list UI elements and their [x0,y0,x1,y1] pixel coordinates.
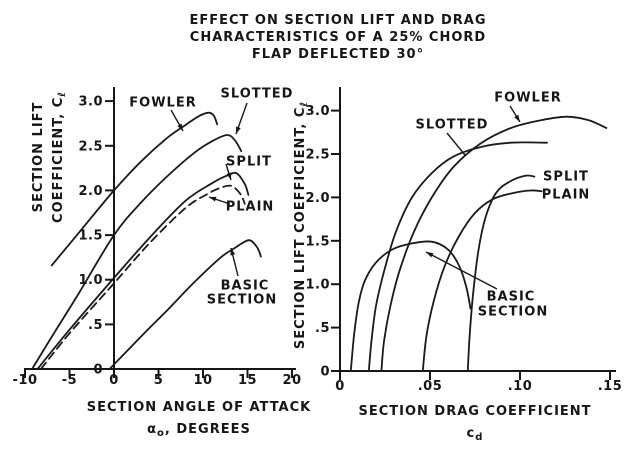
x-axis-title: αo, DEGREES [147,422,251,439]
y-tick-label: 1.0 [78,273,103,288]
x-tick-label: 5 [154,373,164,388]
arrowhead-fowler [514,114,520,122]
curve-split [36,171,250,370]
x-tick-label: .10 [508,379,533,394]
x-tick-label: .15 [598,379,623,394]
x-tick-label: .05 [418,379,443,394]
y-tick-label: 0 [320,365,330,380]
y-tick-label: 1.5 [305,234,330,249]
x-axis-title: SECTION ANGLE OF ATTACK [87,400,311,415]
figure-title-line1: EFFECT ON SECTION LIFT AND DRAG [189,13,487,28]
x-tick-label: -10 [13,373,38,388]
y-axis-title: SECTION LIFT [31,102,46,213]
y-tick-label: 2.5 [78,139,103,154]
y-tick-label: 2.5 [305,148,330,163]
x-tick-label: 0 [335,379,345,394]
y-tick-label: 1.0 [305,278,330,293]
x-tick-label: 0 [109,373,119,388]
arrowhead-basic-section [426,252,434,258]
curve-label-fowler: FOWLER [494,91,561,106]
y-tick-label: .5 [315,321,330,336]
arrowhead-fowler [177,123,183,131]
curve-label-basic-section: SECTION [478,305,548,320]
x-tick-label: 15 [238,373,257,388]
drag-polar-plot: 0 .05 .10 .15 0 .5 1.0 1.5 2.0 2.5 3.0 SECTION DRAG… [293,87,622,443]
y-tick-label: 3.0 [305,104,330,119]
y-axis-title: COEFFICIENT, Cℓ [51,91,68,223]
y-tick-label: 2.0 [305,191,330,206]
curve-basic-section [349,240,472,372]
y-tick-label: 1.5 [78,229,103,244]
x-tick-label: -5 [62,373,77,388]
leader-basic-section [425,251,498,290]
figure-title-line3: FLAP DEFLECTED 30° [251,47,425,62]
y-tick-label: 3.0 [78,95,103,110]
curve-fowler [50,111,219,267]
curve-plain [421,189,543,372]
x-axis-title: SECTION DRAG COEFFICIENT [358,404,591,419]
curve-label-slotted: SLOTTED [416,118,489,133]
curve-basic-section [108,239,262,370]
figure-title-line2: CHARACTERISTICS OF A 25% CHORD [189,30,487,45]
curve-label-slotted: SLOTTED [221,87,294,102]
curve-label-fowler: FOWLER [129,96,196,111]
curve-label-basic-section: BASIC [221,279,270,294]
y-tick-label: 0 [93,363,103,378]
arrowhead-split [226,172,232,180]
y-tick-label: .5 [88,318,103,333]
figure-title: EFFECT ON SECTION LIFT AND DRAG CHARACTE… [35,12,641,63]
curve-label-plain: PLAIN [226,200,275,215]
curve-split [466,174,536,372]
arrowhead-slotted [236,126,241,134]
curve-slotted [31,134,243,370]
x-tick-label: 20 [282,373,301,388]
curve-plain [40,184,246,370]
curve-label-split: SPLIT [543,170,589,185]
y-axis-title: SECTION LIFT COEFFICIENT, Cℓ [293,101,310,349]
curve-label-split: SPLIT [226,155,272,170]
lift-curve-plot: -10 -5 0 5 10 15 20 0 .5 1.0 1.5 2.0 2.5 3.0 SECTION A… [13,87,311,440]
curve-label-plain: PLAIN [542,188,591,203]
curve-slotted [367,141,548,372]
arrowhead-plain [209,196,217,202]
curve-label-basic-section: BASIC [487,290,536,305]
curve-fowler [380,115,608,372]
arrowhead-basic-section [230,248,236,256]
curve-label-basic-section: SECTION [207,293,277,308]
x-tick-label: 10 [193,373,212,388]
x-axis-title: cd [467,426,484,443]
leader-slotted [446,132,466,156]
y-tick-label: 2.0 [78,184,103,199]
